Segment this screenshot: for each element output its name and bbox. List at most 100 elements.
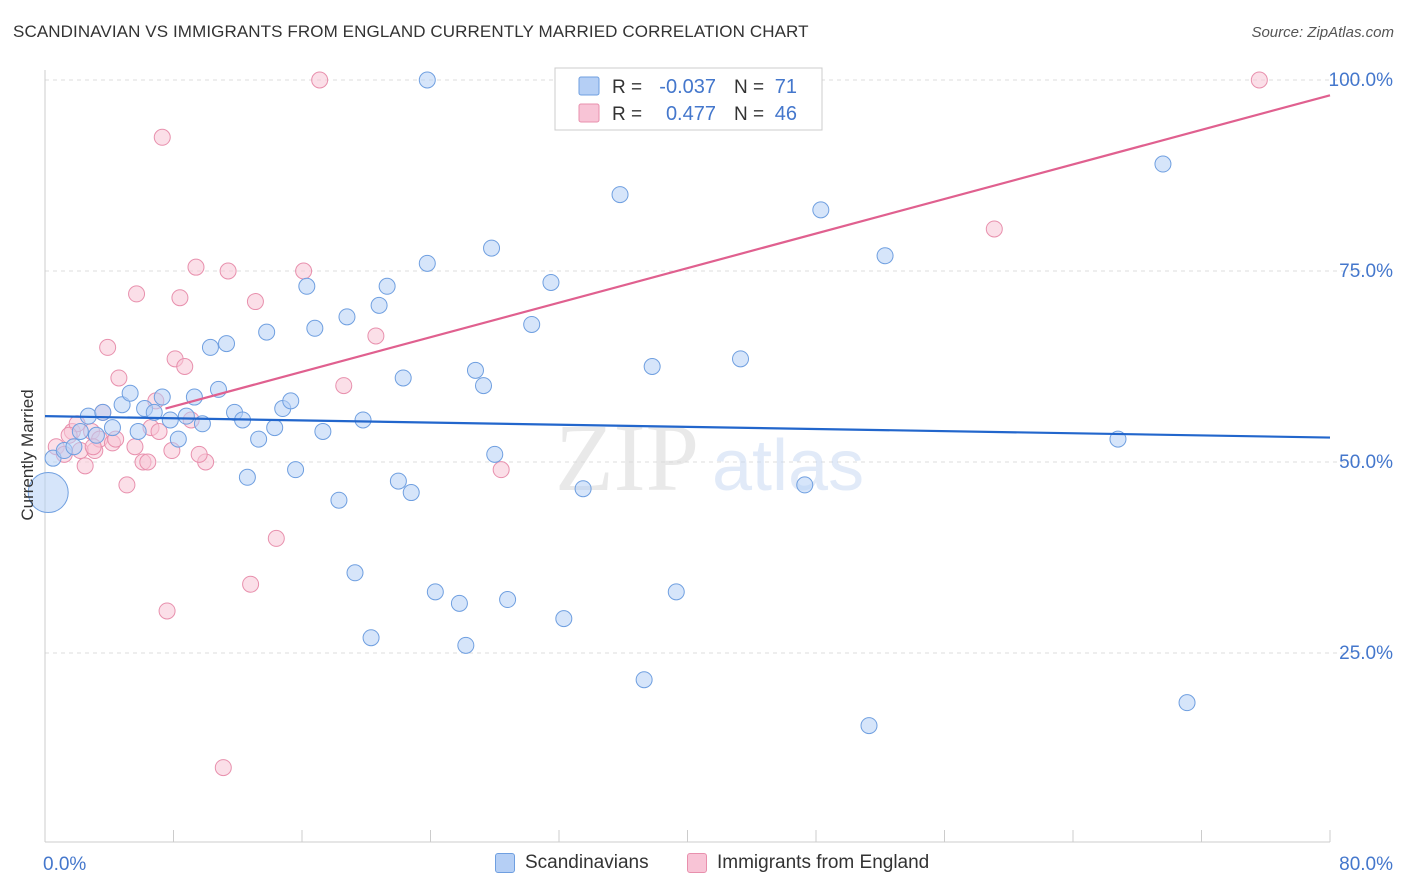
immigrant-point [246,293,264,311]
scandinavian-point [177,407,195,425]
scandinavian-point [876,247,894,265]
legend-r-value-b: 0.477 [666,103,716,125]
immigrant-point [139,453,157,471]
scandinavian-point [306,319,324,337]
immigrant-point [128,285,146,303]
scandinavian-point [860,717,878,735]
immigrant-point [1250,71,1268,89]
scandinavian-point [121,384,139,402]
scandinavian-point [418,71,436,89]
scandinavian-point [238,468,256,486]
scandinavian-point [486,445,504,463]
scandinavian-point [201,338,219,356]
correlation-legend: R = -0.037 N = 71 R = 0.477 N = 46 [554,67,823,131]
scandinavian-point [282,392,300,410]
trend-layer [44,94,1331,439]
y-tick-label: 25.0% [1339,643,1393,664]
y-axis-label: Currently Married [18,389,37,520]
scandinavian-point [611,186,629,204]
scandinavian-point [466,361,484,379]
legend-swatch-scandinavians [578,76,600,96]
scandinavian-point [667,583,685,601]
scandinavian-point [145,403,163,421]
scandinavian-point [389,472,407,490]
watermark: ZIP atlas [555,404,864,511]
scandinavian-point [643,358,661,375]
scandinavian-point [732,350,750,368]
immigrant-point [187,258,205,276]
scandinavian-point [298,277,316,295]
series-scandinavians [27,71,1196,735]
scandinavian-point [812,201,830,219]
legend-swatch-immigrants [578,103,600,123]
legend-item-scandinavians[interactable]: Scandinavians [495,852,649,874]
immigrant-point [110,369,128,387]
scandinavian-point [287,461,305,479]
tick-labels: 25.0% 50.0% 75.0% 100.0% 0.0% 80.0% [43,70,1393,875]
scandinavian-point [635,671,653,689]
immigrant-point [118,476,136,494]
scandinavian-point [71,422,89,440]
source-credit: Source: ZipAtlas.com [1251,24,1394,41]
watermark-atlas: atlas [712,426,864,506]
immigrant-point [171,289,189,307]
immigrant-point [242,575,260,593]
scandinavian-point [475,377,493,395]
scandinavian-point [402,484,420,502]
scandinavian-point [394,369,412,387]
series-legend: Scandinavians Immigrants from England [0,852,1406,878]
trend-line-immigrants [165,94,1331,410]
legend-n-label-b: N = [734,104,764,125]
scandinavian-point [129,422,147,440]
x-tick-label: 80.0% [1339,854,1393,875]
watermark-zip: ZIP [555,404,699,511]
chart-title: SCANDINAVIAN VS IMMIGRANTS FROM ENGLAND … [13,22,809,41]
scandinavian-point [362,629,380,647]
scandinavian-point [1154,155,1172,173]
legend-r-value-a: -0.037 [659,76,716,98]
scandinavian-point [65,438,83,456]
scandinavian-point [499,591,517,609]
scandinavian-point [250,430,268,448]
scandinavian-point [370,296,388,314]
immigrant-point [985,220,1003,238]
immigrant-point [153,128,171,146]
immigrant-point [267,529,285,547]
scandinavian-point [314,422,332,440]
scandinavian-point [426,583,444,601]
immigrant-point [158,602,176,620]
x-tick-label: 0.0% [43,854,86,875]
scandinavian-point [161,411,179,429]
scandinavian-point [258,323,276,341]
immigrant-point [126,438,144,456]
scandinavian-point [450,594,468,612]
immigrant-point [76,457,94,475]
scandinavian-point [338,308,356,326]
scandinavian-point [27,472,69,514]
scandinavian-point [523,315,541,333]
immigrant-point [492,461,510,479]
legend-n-value-a: 71 [775,76,797,98]
scandinavian-point [1178,694,1196,712]
immigrant-point [214,759,232,777]
legend-item-immigrants-from-england[interactable]: Immigrants from England [687,852,929,874]
y-tick-label: 75.0% [1339,261,1393,282]
legend-n-label-a: N = [734,77,764,98]
y-tick-label: 100.0% [1329,70,1394,91]
scandinavian-point [330,491,348,509]
legend-label-immigrants-from-england: Immigrants from England [717,852,930,873]
scandinavian-point [346,564,364,582]
scandinavian-point [354,411,372,429]
scandinavian-point [457,636,475,654]
legend-r-label-a: R = [612,77,642,98]
trend-line-scandinavians [44,415,1331,439]
scandinavian-point [418,254,436,272]
scandinavian-point [87,426,105,444]
legend-label-scandinavians: Scandinavians [525,852,649,873]
scandinavian-point [542,273,560,291]
scandinavian-point [266,419,284,437]
scandinavian-point [169,430,187,448]
scandinavian-point [103,419,121,437]
scandinavian-point [378,277,396,295]
